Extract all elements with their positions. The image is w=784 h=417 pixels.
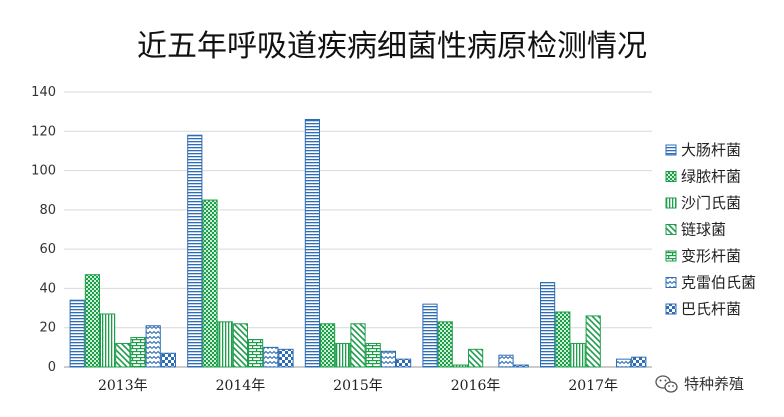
y-tick-label: 40 bbox=[39, 281, 56, 296]
bar-5-3 bbox=[498, 354, 514, 368]
bar-3-2 bbox=[350, 323, 366, 368]
legend-swatch bbox=[665, 144, 677, 156]
x-tick-label: 2013年 bbox=[98, 378, 148, 394]
bar-4-2 bbox=[365, 342, 381, 368]
y-tick-label: 80 bbox=[39, 203, 56, 218]
legend-label: 链球菌 bbox=[681, 221, 726, 239]
bar-2-0 bbox=[100, 313, 116, 368]
y-tick-label: 100 bbox=[31, 164, 56, 179]
legend-swatch bbox=[665, 250, 677, 262]
bar-6-2 bbox=[396, 358, 412, 368]
legend-swatch bbox=[665, 197, 677, 209]
bar-5-1 bbox=[263, 346, 279, 368]
x-tick-label: 2015年 bbox=[333, 378, 383, 394]
legend-swatch bbox=[665, 277, 677, 288]
bar-3-3 bbox=[468, 348, 484, 368]
bar-4-1 bbox=[248, 339, 264, 368]
bar-5-0 bbox=[145, 325, 161, 368]
bar-6-0 bbox=[160, 352, 177, 368]
bar-1-1 bbox=[202, 199, 218, 368]
bar-4-0 bbox=[130, 337, 146, 368]
bar-3-4 bbox=[585, 315, 601, 368]
bar-3-0 bbox=[115, 342, 131, 368]
bar-1-3 bbox=[437, 321, 453, 368]
legend-label: 沙门氏菌 bbox=[681, 194, 741, 212]
wechat-icon bbox=[655, 375, 678, 393]
legend-label: 克雷伯氏菌 bbox=[681, 274, 756, 292]
bar-5-4 bbox=[616, 358, 632, 368]
bar-1-4 bbox=[555, 311, 571, 368]
x-tick-label: 2014年 bbox=[216, 378, 266, 394]
legend-swatch bbox=[665, 171, 677, 182]
bar-5-2 bbox=[380, 350, 396, 368]
bar-0-3 bbox=[422, 303, 438, 368]
y-tick-label: 20 bbox=[39, 321, 56, 336]
bar-1-0 bbox=[84, 274, 101, 368]
bar-2-3 bbox=[452, 364, 468, 368]
chart-title: 近五年呼吸道疾病细菌性病原检测情况 bbox=[137, 29, 647, 64]
bar-0-4 bbox=[540, 282, 556, 368]
y-tick-label: 60 bbox=[39, 242, 56, 257]
legend-label: 变形杆菌 bbox=[681, 247, 741, 265]
x-tick-label: 2017年 bbox=[568, 378, 618, 394]
bar-2-2 bbox=[335, 342, 351, 368]
bar-6-1 bbox=[278, 348, 294, 368]
x-tick-label: 2016年 bbox=[451, 378, 501, 394]
legend-label: 绿脓杆菌 bbox=[681, 168, 741, 186]
y-tick-label: 0 bbox=[48, 360, 56, 375]
bar-2-1 bbox=[217, 321, 233, 368]
bar-2-4 bbox=[570, 342, 586, 368]
watermark-text: 特种养殖 bbox=[684, 375, 744, 393]
bar-3-1 bbox=[232, 323, 249, 368]
watermark: 特种养殖 bbox=[655, 375, 744, 393]
legend-swatch bbox=[665, 303, 677, 315]
y-tick-label: 120 bbox=[31, 124, 56, 139]
bar-0-2 bbox=[304, 119, 320, 368]
bar-0-1 bbox=[187, 134, 203, 368]
legend-label: 大肠杆菌 bbox=[681, 141, 741, 159]
bar-6-4 bbox=[631, 356, 647, 368]
legend-label: 巴氏杆菌 bbox=[681, 300, 741, 318]
bar-1-2 bbox=[320, 323, 336, 368]
bar-6-3 bbox=[513, 364, 529, 368]
bar-0-0 bbox=[69, 299, 85, 368]
y-tick-label: 140 bbox=[31, 85, 56, 100]
legend-swatch bbox=[665, 224, 677, 235]
